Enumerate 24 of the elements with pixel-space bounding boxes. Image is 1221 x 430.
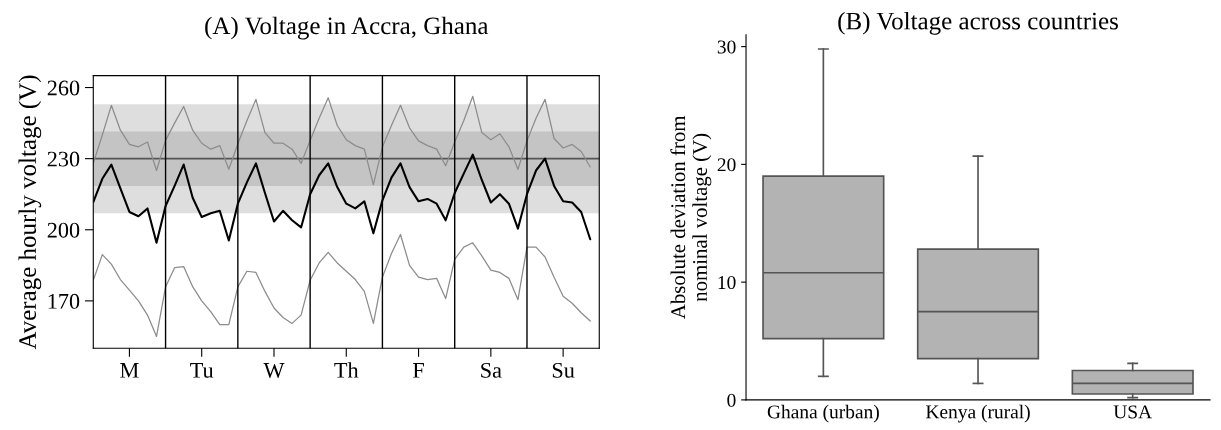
x-tick-label: F	[413, 363, 424, 378]
y-axis-title: Average hourly voltage (V)	[18, 75, 42, 350]
y-tick-label: 170	[48, 293, 80, 309]
y-tick-label: 30	[717, 40, 736, 54]
x-tick-label: Ghana (urban)	[767, 404, 879, 423]
y-tick-label: 200	[47, 222, 80, 238]
x-tick-label: M	[120, 363, 139, 378]
x-tick-label: Sa	[481, 362, 502, 378]
x-tick-label: USA	[1113, 405, 1152, 419]
y-tick-label: 230	[47, 151, 80, 167]
x-tick-label: Kenya (rural)	[925, 404, 1030, 423]
y-tick-label: 0	[727, 393, 736, 407]
x-tick-label: Tu	[190, 363, 214, 378]
chart-title: (B) Voltage across countries	[838, 11, 1118, 35]
y-tick-label: 10	[718, 275, 736, 290]
x-tick-label: W	[263, 363, 285, 378]
line-series	[93, 233, 591, 338]
chart-title: (A) Voltage in Accra, Ghana	[205, 16, 489, 40]
x-tick-label: Su	[552, 362, 575, 378]
line-series	[93, 95, 591, 186]
y-tick-label: 260	[47, 80, 80, 96]
x-tick-label: Th	[334, 362, 359, 378]
y-axis-title: Absolute deviation from nominal voltage (V)	[670, 115, 712, 319]
y-tick-label: 20	[717, 158, 736, 172]
